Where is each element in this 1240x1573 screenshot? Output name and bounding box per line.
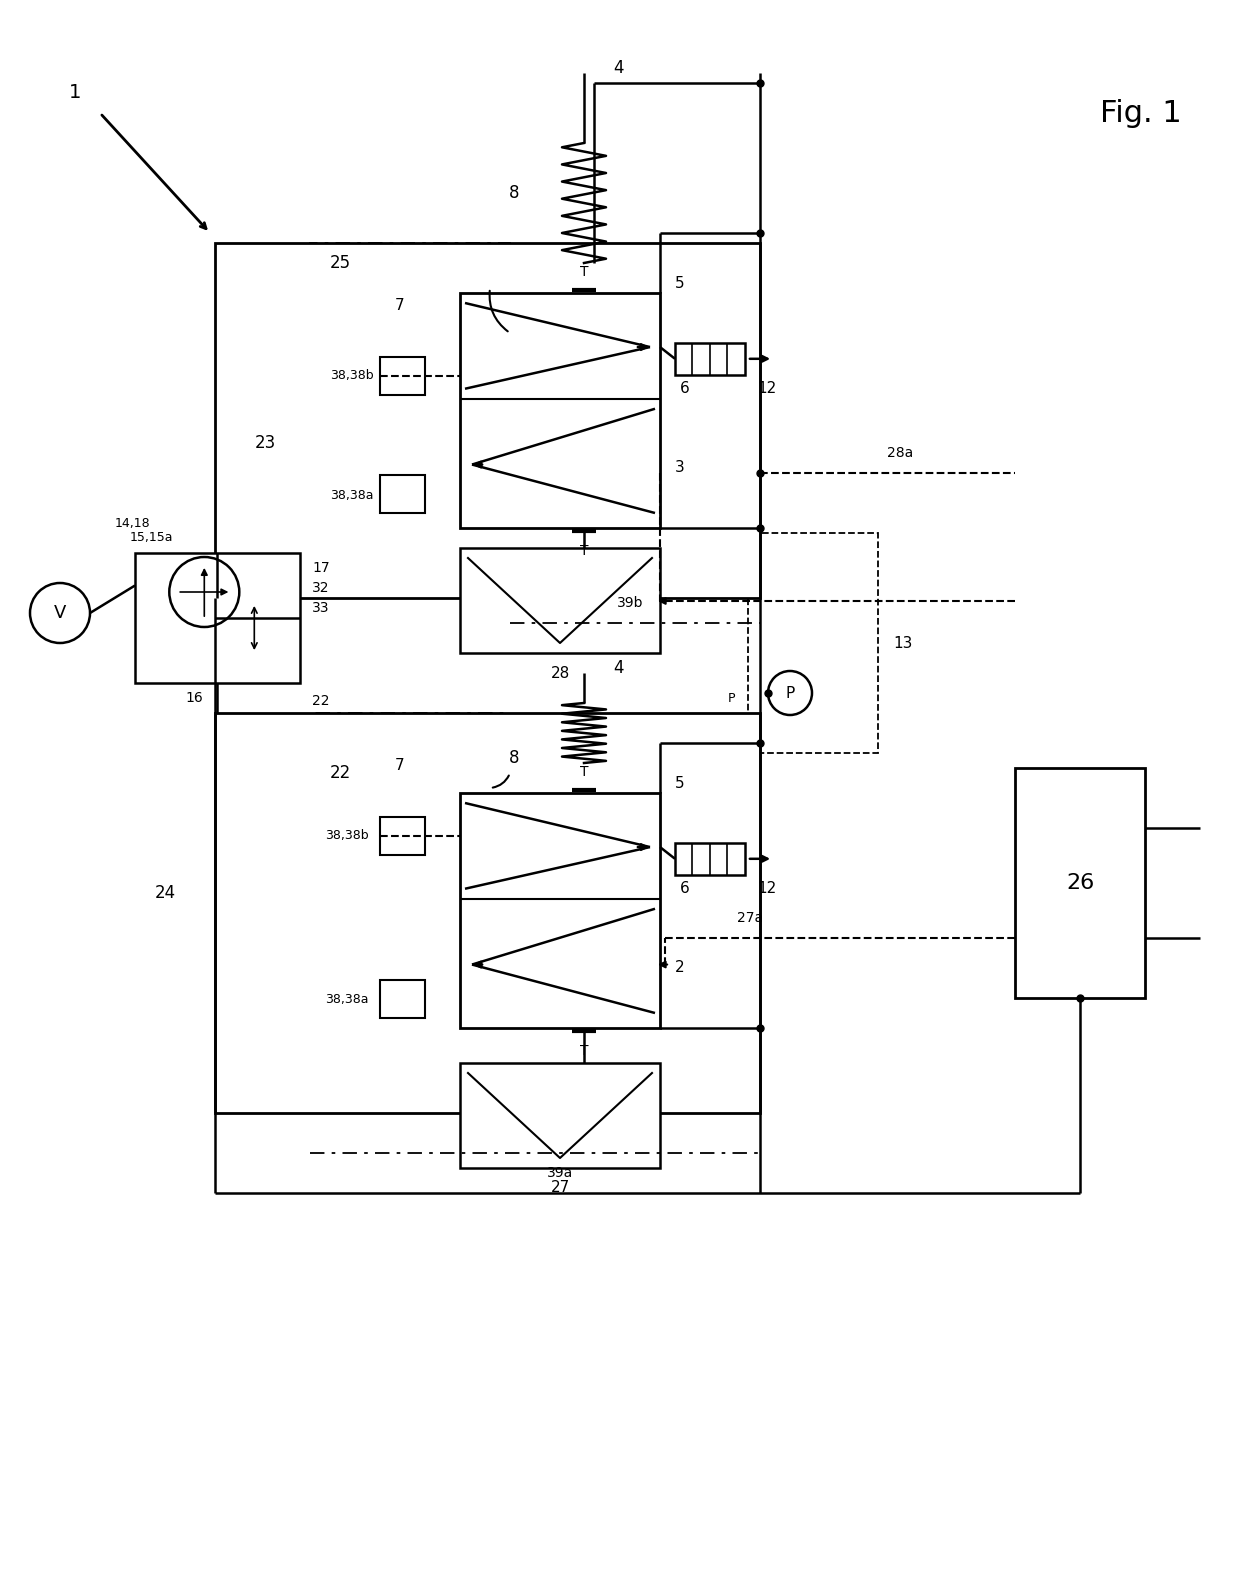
Text: 27a: 27a <box>737 911 763 925</box>
Text: 16: 16 <box>186 691 203 705</box>
Bar <box>460 1063 660 1169</box>
Text: 4: 4 <box>614 659 624 676</box>
Text: 5: 5 <box>675 275 684 291</box>
Bar <box>460 293 660 529</box>
Text: 22: 22 <box>330 764 351 782</box>
Text: T: T <box>580 764 588 779</box>
Bar <box>379 816 425 856</box>
Text: P: P <box>728 692 735 705</box>
Bar <box>675 843 745 875</box>
Text: 38,38b: 38,38b <box>325 829 368 843</box>
Text: 12: 12 <box>758 381 776 396</box>
Text: 26: 26 <box>1066 873 1094 893</box>
Text: 38,38b: 38,38b <box>330 370 373 382</box>
Bar <box>215 242 760 598</box>
Text: 2: 2 <box>675 961 684 975</box>
Text: 8: 8 <box>508 749 520 768</box>
Bar <box>460 547 660 653</box>
Bar <box>215 713 760 1114</box>
Text: 27: 27 <box>551 1180 569 1195</box>
Bar <box>310 242 510 598</box>
Bar <box>1016 768 1145 997</box>
Text: 38,38a: 38,38a <box>325 993 368 1005</box>
Bar <box>135 554 300 683</box>
Text: 3: 3 <box>675 461 684 475</box>
Text: Fig. 1: Fig. 1 <box>1100 99 1182 127</box>
Text: 5: 5 <box>675 775 684 791</box>
Text: 28a: 28a <box>887 447 913 459</box>
Bar <box>748 533 878 753</box>
Bar <box>379 357 425 395</box>
Text: 6: 6 <box>680 881 689 897</box>
Text: T: T <box>580 544 588 558</box>
Text: 39b: 39b <box>616 596 644 610</box>
Text: 7: 7 <box>396 758 404 772</box>
Bar <box>460 793 660 1029</box>
Text: 17: 17 <box>312 562 330 576</box>
Text: 39a: 39a <box>547 1166 573 1180</box>
Bar <box>310 713 510 1114</box>
Text: T: T <box>580 1044 588 1059</box>
Text: 14,18: 14,18 <box>115 516 150 530</box>
Text: 7: 7 <box>396 297 404 313</box>
Text: 38,38a: 38,38a <box>330 489 373 502</box>
Text: 24: 24 <box>155 884 176 901</box>
Bar <box>675 343 745 374</box>
Text: 4: 4 <box>614 60 624 77</box>
Text: 8: 8 <box>508 184 520 201</box>
Text: P: P <box>785 686 795 700</box>
Text: 6: 6 <box>680 381 689 396</box>
Text: 25: 25 <box>330 253 351 272</box>
Text: 28: 28 <box>551 665 569 681</box>
Text: V: V <box>53 604 66 621</box>
Text: 13: 13 <box>893 635 913 651</box>
Text: 15,15a: 15,15a <box>130 532 174 544</box>
Text: 33: 33 <box>312 601 330 615</box>
Text: 1: 1 <box>68 83 81 102</box>
Bar <box>379 980 425 1018</box>
Text: 22: 22 <box>312 694 330 708</box>
Text: T: T <box>580 264 588 278</box>
Text: 32: 32 <box>312 580 330 595</box>
Text: 12: 12 <box>758 881 776 897</box>
Text: 23: 23 <box>255 434 277 451</box>
Bar <box>379 475 425 513</box>
